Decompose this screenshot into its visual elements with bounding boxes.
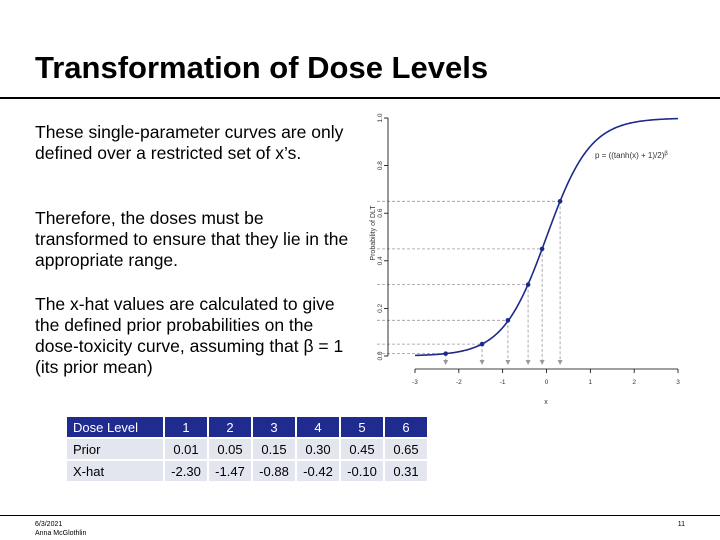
prior-point (557, 199, 563, 204)
table-cell: 0.30 (297, 439, 339, 459)
curve-formula: p = ((tanh(x) + 1)/2)β (595, 151, 668, 160)
prior-points (443, 199, 563, 356)
table-header-cell: 1 (165, 417, 207, 437)
x-axis-label: x (544, 399, 548, 406)
dose-arrow (479, 360, 485, 365)
prior-point (525, 282, 531, 287)
x-tick-label: -3 (412, 379, 418, 386)
y-tick-label: 0.4 (377, 256, 384, 265)
footer-date: 6/3/2021 (35, 521, 63, 528)
title-divider (0, 97, 720, 99)
paragraph-transform: Therefore, the doses must be transformed… (35, 208, 349, 270)
chart-axes: 0.0 0.2 0.4 0.6 0.8 1.0 -3 -2 -1 0 1 2 3 (377, 113, 680, 386)
dose-arrow (525, 360, 531, 365)
footer-divider (0, 515, 720, 516)
table-row-prior: Prior 0.01 0.05 0.15 0.30 0.45 0.65 (67, 439, 427, 459)
chart-svg: 0.0 0.2 0.4 0.6 0.8 1.0 -3 -2 -1 0 1 2 3 p = ((tanh(… (370, 113, 680, 406)
paragraph-xhat: The x-hat values are calculated to give … (35, 294, 344, 377)
dose-table: Dose Level 1 2 3 4 5 6 Prior 0.01 0.05 0… (65, 415, 429, 483)
table-header-cell: 3 (253, 417, 295, 437)
prior-point (539, 246, 545, 252)
dose-arrow (505, 360, 511, 365)
dose-toxicity-chart: 0.0 0.2 0.4 0.6 0.8 1.0 -3 -2 -1 0 1 2 3 p = ((tanh(… (365, 103, 695, 408)
table-cell: 0.05 (209, 439, 251, 459)
guide-lines (377, 200, 563, 365)
dose-arrow (557, 360, 563, 365)
footer-date-author: 6/3/2021 Anna McGlothlin (35, 520, 86, 538)
table-header-cell: 2 (209, 417, 251, 437)
y-tick-label: 0.2 (377, 304, 384, 313)
table-cell: -0.88 (253, 461, 295, 481)
x-tick-label: 2 (632, 379, 636, 386)
y-tick-label: 1.0 (377, 113, 384, 122)
table-cell: -0.42 (297, 461, 339, 481)
y-axis-label: Probability of DLT (370, 205, 377, 261)
footer-author: Anna McGlothlin (35, 530, 87, 537)
y-tick-label: 0.0 (377, 351, 384, 360)
x-tick-label: -1 (500, 379, 506, 386)
x-tick-label: 0 (545, 379, 549, 386)
table-header-cell: 4 (297, 417, 339, 437)
x-tick-label: 1 (589, 379, 593, 386)
paragraph-domain: These single-parameter curves are only d… (35, 122, 344, 163)
table-cell: 0.65 (385, 439, 427, 459)
table-row-xhat: X-hat -2.30 -1.47 -0.88 -0.42 -0.10 0.31 (67, 461, 427, 481)
table-cell: X-hat (67, 461, 163, 481)
table-cell: 0.45 (341, 439, 383, 459)
dose-arrow (539, 360, 545, 365)
y-tick-label: 0.8 (377, 161, 384, 170)
table-cell: -2.30 (165, 461, 207, 481)
table-cell: 0.15 (253, 439, 295, 459)
page-number: 11 (677, 521, 685, 528)
table-cell: -1.47 (209, 461, 251, 481)
prior-point (505, 318, 511, 323)
y-tick-label: 0.6 (377, 208, 384, 217)
table-cell: -0.10 (341, 461, 383, 481)
dose-arrow (443, 360, 449, 365)
table-header-cell: 6 (385, 417, 427, 437)
slide-title: Transformation of Dose Levels (35, 50, 489, 85)
table-header-cell: 5 (341, 417, 383, 437)
table-header-row: Dose Level 1 2 3 4 5 6 (67, 417, 427, 437)
prior-point (443, 351, 448, 356)
x-tick-label: 3 (676, 379, 680, 386)
probability-curve (414, 117, 679, 357)
x-tick-label: -2 (456, 379, 462, 386)
table-header-cell: Dose Level (67, 417, 163, 437)
prior-point (479, 341, 485, 347)
table-cell: Prior (67, 439, 163, 459)
table-cell: 0.01 (165, 439, 207, 459)
table-cell: 0.31 (385, 461, 427, 481)
